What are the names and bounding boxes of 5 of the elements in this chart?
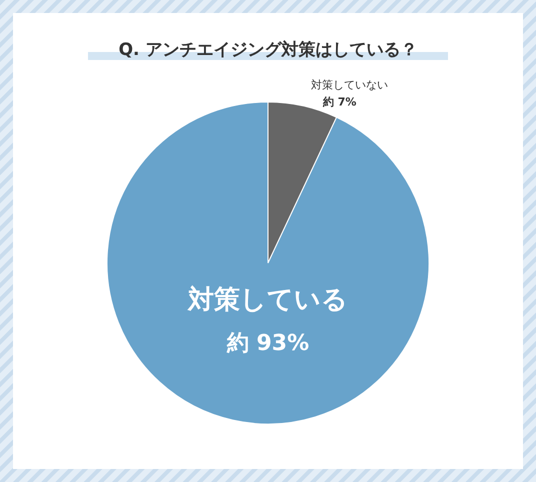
slice-label: 対策していない — [311, 78, 388, 92]
slice-label: 対策している — [187, 285, 348, 315]
data-label: 約 93% — [226, 331, 310, 356]
chart-title: Q. アンチエイジング対策はしている？ — [118, 40, 418, 60]
data-label: 約 7% — [322, 95, 356, 108]
